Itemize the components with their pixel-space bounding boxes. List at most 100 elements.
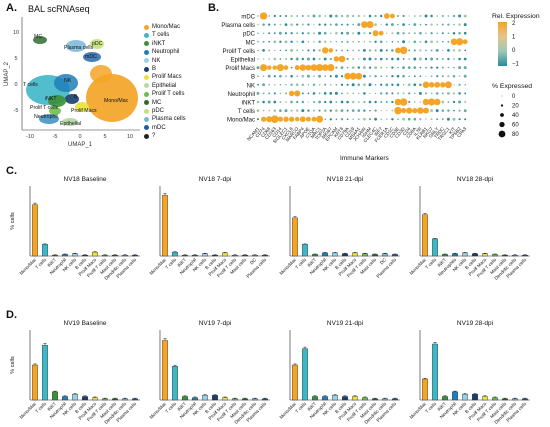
panel-c-letter: C.: [6, 165, 17, 177]
dotplot-dot: [374, 40, 377, 43]
dotplot-dot: [312, 92, 316, 95]
bar: [242, 398, 248, 401]
dotplot-dot: [368, 83, 372, 87]
dotplot-dot: [403, 84, 405, 86]
umap-label-epithelial: Epithelial: [60, 121, 81, 127]
dotplot-dot: [357, 23, 361, 27]
dotplot-dot: [268, 58, 270, 60]
size-legend-tick: 80: [512, 132, 519, 138]
dotplot-dot: [340, 100, 344, 104]
legend-label: T cells: [152, 32, 170, 39]
bar: [222, 252, 228, 257]
dotplot-dot: [299, 64, 307, 71]
dotplot-dot: [419, 15, 422, 17]
dotplot-dot: [435, 92, 439, 95]
dotplot-dot: [391, 32, 394, 35]
bar-category-label: T cells: [294, 257, 307, 270]
dotplot-dot: [284, 40, 288, 44]
dotplot-dot: [352, 118, 354, 120]
dotplot-dot: [299, 116, 306, 123]
umap-legend-item: T cells: [144, 32, 169, 39]
dotplot-dot: [436, 32, 438, 34]
dotplot-dot: [294, 116, 300, 122]
bar-category-label: iNKT: [46, 257, 57, 268]
dotplot-dot: [462, 39, 468, 45]
dotplot-dot: [313, 75, 315, 77]
dotplot-dot: [399, 98, 408, 106]
dotplot-dot: [391, 75, 394, 78]
size-legend-tick: 60: [512, 123, 519, 129]
umap-label-t-cells: T cells: [23, 82, 38, 88]
bar: [72, 253, 78, 257]
dotplot-dot: [369, 75, 371, 77]
bar-category-label: iNKT: [436, 257, 447, 268]
dotplot-dot: [277, 116, 283, 122]
dotplot-marker-label: IRF7: [373, 126, 384, 137]
bar: [82, 255, 88, 257]
dotplot-dot: [307, 84, 310, 86]
umap-ytick: 10: [13, 30, 19, 36]
bar: [322, 252, 328, 257]
bar: [52, 391, 58, 401]
dotplot-dot: [273, 57, 277, 61]
dotplot-dot: [380, 75, 382, 77]
bar: [502, 255, 508, 257]
bar-chart-title: NV19 21-dpi: [327, 320, 363, 327]
dotplot-dot: [368, 14, 372, 18]
bar: [372, 254, 378, 257]
dotplot-dot: [453, 109, 455, 112]
dotplot-dot: [334, 74, 338, 78]
dotplot-dot: [346, 14, 350, 18]
dotplot-dot: [396, 83, 400, 87]
dotplot-dot: [335, 101, 338, 103]
bar: [472, 393, 478, 401]
dotplot-dot: [257, 49, 259, 52]
legend-label: Neutrophil: [152, 49, 180, 56]
umap-ticks: -10 -5 0 5 10 10 5 0 -5 UMAP_1 UMAP_2: [4, 30, 133, 148]
bar: [432, 343, 438, 401]
dotplot-dot: [306, 74, 310, 78]
bar: [32, 364, 38, 401]
dotplot-dot: [425, 49, 427, 52]
dotplot-dot: [324, 40, 327, 43]
legend-dot-icon: [144, 83, 149, 89]
dotplot-dot: [357, 109, 361, 112]
dotplot-dot: [352, 32, 355, 35]
dotplot-dot: [413, 66, 417, 69]
dotplot-dot: [396, 92, 400, 95]
dotplot-dot: [413, 117, 417, 121]
dotplot-dot: [307, 41, 310, 43]
dotplot-dot: [397, 15, 399, 17]
dotplot-dot: [447, 49, 450, 52]
dotplot-dot: [362, 48, 366, 52]
cluster-mc: [33, 36, 47, 44]
dotplot-dot: [341, 15, 343, 17]
dotplot-dot: [436, 118, 439, 121]
dotplot-dot: [256, 100, 260, 104]
dotplot-dot: [296, 109, 299, 112]
dotplot-dot: [357, 49, 360, 52]
dotplot-dot: [380, 23, 382, 26]
dotplot-dot: [419, 75, 422, 78]
dotplot-dot: [290, 109, 293, 112]
dotplot-dot: [301, 15, 304, 17]
umap-clusters: [26, 36, 138, 126]
dotplot-dot: [318, 14, 321, 18]
dotplot-dot: [307, 23, 310, 26]
dotplot-dot: [391, 83, 394, 87]
dotplot-dot: [362, 74, 366, 78]
dotplot-dot: [256, 118, 260, 121]
dotplot-dot: [363, 83, 366, 87]
dotplot-dot: [435, 109, 439, 113]
dotplot-dot: [363, 15, 366, 17]
dotplot-dot: [346, 100, 349, 104]
umap-legend-item: MC: [144, 100, 161, 107]
dotplot-dot: [442, 41, 444, 43]
dotplot-dot: [346, 66, 349, 69]
dotplot-dot: [346, 57, 349, 61]
dotplot-dot: [312, 49, 316, 52]
size-legend-dot: [499, 121, 505, 128]
dotplot-dot: [423, 107, 429, 114]
dotplot-dot: [458, 66, 462, 70]
bar: [382, 253, 388, 257]
